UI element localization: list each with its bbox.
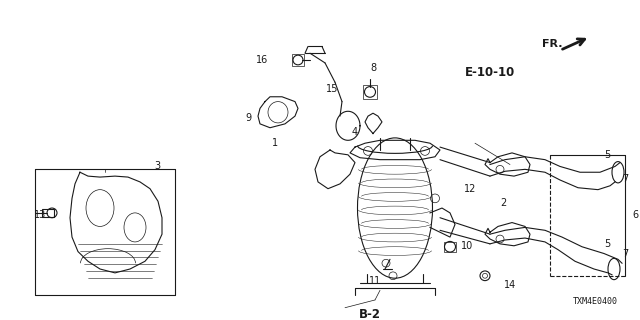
Bar — [363, 85, 377, 99]
Text: TXM4E0400: TXM4E0400 — [573, 297, 618, 307]
Text: B-2: B-2 — [359, 308, 381, 320]
Text: 7: 7 — [622, 174, 628, 184]
Text: FR.: FR. — [541, 38, 563, 49]
Text: 7: 7 — [622, 249, 628, 259]
Text: 9: 9 — [245, 113, 251, 123]
Text: 14: 14 — [504, 280, 516, 291]
Text: 15: 15 — [326, 84, 338, 94]
Text: 10: 10 — [461, 241, 473, 251]
Bar — [42, 209, 54, 217]
Text: 13: 13 — [34, 210, 46, 220]
Bar — [444, 242, 456, 252]
Text: 2: 2 — [500, 198, 506, 208]
Text: 5: 5 — [604, 150, 610, 160]
Text: 16: 16 — [256, 55, 268, 65]
Text: 6: 6 — [632, 210, 638, 220]
Text: 12: 12 — [464, 184, 476, 194]
Text: 8: 8 — [370, 63, 376, 73]
Text: E-10-10: E-10-10 — [465, 66, 515, 79]
Text: 5: 5 — [604, 239, 610, 249]
Text: 11: 11 — [369, 276, 381, 286]
Bar — [292, 54, 304, 66]
Text: 1: 1 — [272, 138, 278, 148]
Text: 4: 4 — [352, 127, 358, 137]
Text: 3: 3 — [154, 161, 160, 172]
